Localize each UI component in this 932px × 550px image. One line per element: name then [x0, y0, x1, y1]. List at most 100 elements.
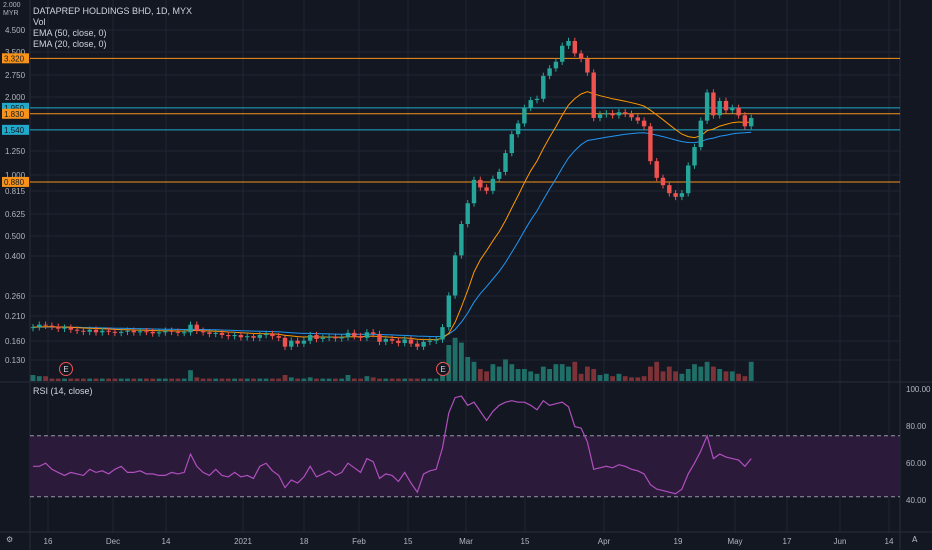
- volume-bar: [314, 378, 319, 381]
- volume-bar: [484, 371, 489, 381]
- symbol-title[interactable]: DATAPREP HOLDINGS BHD, 1D, MYX: [33, 6, 193, 16]
- candle-body: [339, 337, 344, 339]
- candle: [591, 69, 596, 122]
- volume-bar: [547, 369, 552, 381]
- volume-bar: [515, 369, 521, 381]
- candle: [219, 329, 225, 339]
- candle: [175, 328, 181, 337]
- volume-bar: [641, 376, 647, 381]
- earnings-marker: E: [436, 362, 450, 376]
- candle-body: [219, 332, 225, 336]
- candle-body: [415, 343, 420, 347]
- candle-body: [654, 161, 659, 178]
- candle: [616, 109, 622, 119]
- volume-bar: [364, 376, 370, 381]
- candle: [452, 252, 458, 299]
- candle: [522, 104, 527, 127]
- candle: [226, 331, 231, 340]
- volume-bar: [188, 370, 193, 381]
- volume-bar: [566, 366, 571, 381]
- time-tick-label: 19: [674, 537, 683, 546]
- candle-body: [566, 40, 571, 46]
- candle-body: [440, 327, 445, 340]
- currency-label: 2.000 MYR: [3, 2, 21, 18]
- volume-bar: [295, 378, 300, 381]
- candle-body: [194, 324, 199, 331]
- candle-body: [660, 177, 666, 186]
- volume-bar: [137, 378, 143, 381]
- volume-bar: [698, 366, 704, 381]
- candle-body: [358, 336, 363, 338]
- volume-bar: [522, 369, 527, 381]
- candle-body: [396, 340, 401, 344]
- candle: [742, 112, 748, 130]
- volume-bar: [219, 378, 225, 381]
- volume-bar: [591, 369, 597, 381]
- volume-bar: [742, 376, 748, 381]
- candle: [604, 110, 609, 118]
- level-tag-label: 3.320: [4, 54, 25, 63]
- volume-bar: [68, 378, 74, 381]
- candle-body: [131, 330, 136, 333]
- legend-ema50[interactable]: EMA (50, close, 0): [33, 28, 107, 38]
- volume-bar: [692, 364, 697, 381]
- candle-body: [459, 224, 464, 256]
- volume-bar: [452, 337, 458, 381]
- volume-bar: [118, 378, 124, 381]
- candle: [188, 321, 193, 336]
- volume-bar: [270, 378, 275, 381]
- candle: [402, 336, 407, 347]
- candle-body: [515, 123, 521, 135]
- candle: [440, 323, 445, 343]
- volume-bar: [87, 378, 93, 381]
- candle: [333, 333, 338, 342]
- candle: [106, 327, 111, 336]
- candle: [182, 329, 187, 337]
- candle-body: [704, 92, 710, 121]
- candle-body: [106, 330, 111, 332]
- candle-body: [156, 332, 162, 334]
- candle: [389, 335, 395, 344]
- candle: [547, 65, 552, 80]
- gear-icon[interactable]: ⚙: [6, 535, 14, 544]
- candle-body: [452, 255, 458, 296]
- candle-body: [679, 193, 685, 197]
- volume-bar: [175, 378, 181, 381]
- volume-bar: [213, 378, 219, 381]
- auto-scale-button[interactable]: A: [912, 535, 918, 544]
- volume-bar: [99, 378, 105, 381]
- candle: [169, 327, 174, 336]
- volume-bar: [333, 378, 338, 381]
- candle: [717, 97, 722, 119]
- earnings-marker-circle: [436, 362, 450, 376]
- candle-body: [604, 113, 609, 115]
- candle-body: [597, 114, 603, 118]
- candle: [528, 96, 533, 112]
- candle-body: [736, 107, 741, 116]
- earnings-marker-label: E: [440, 365, 445, 374]
- volume-bar: [471, 361, 477, 381]
- candle-body: [175, 331, 181, 333]
- candle-body: [226, 335, 231, 337]
- candle: [377, 330, 382, 346]
- rsi-band-fill: [30, 435, 900, 497]
- candle-body: [371, 332, 376, 334]
- candle-body: [169, 330, 174, 332]
- legend-ema20[interactable]: EMA (20, close, 0): [33, 39, 107, 49]
- price-tick-label: 0.210: [5, 312, 26, 321]
- volume-bar: [169, 378, 174, 381]
- candle-body: [389, 338, 395, 341]
- rsi-legend[interactable]: RSI (14, close): [33, 386, 93, 396]
- volume-bar: [162, 378, 168, 381]
- candle-body: [427, 340, 433, 342]
- candle: [87, 326, 92, 336]
- candle-body: [484, 187, 489, 191]
- price-tick-label: 0.400: [5, 252, 26, 261]
- candle: [648, 123, 653, 165]
- volume-bar: [717, 369, 723, 381]
- candle: [497, 168, 502, 183]
- legend-volume[interactable]: Vol: [33, 17, 46, 27]
- volume-bar: [610, 376, 615, 381]
